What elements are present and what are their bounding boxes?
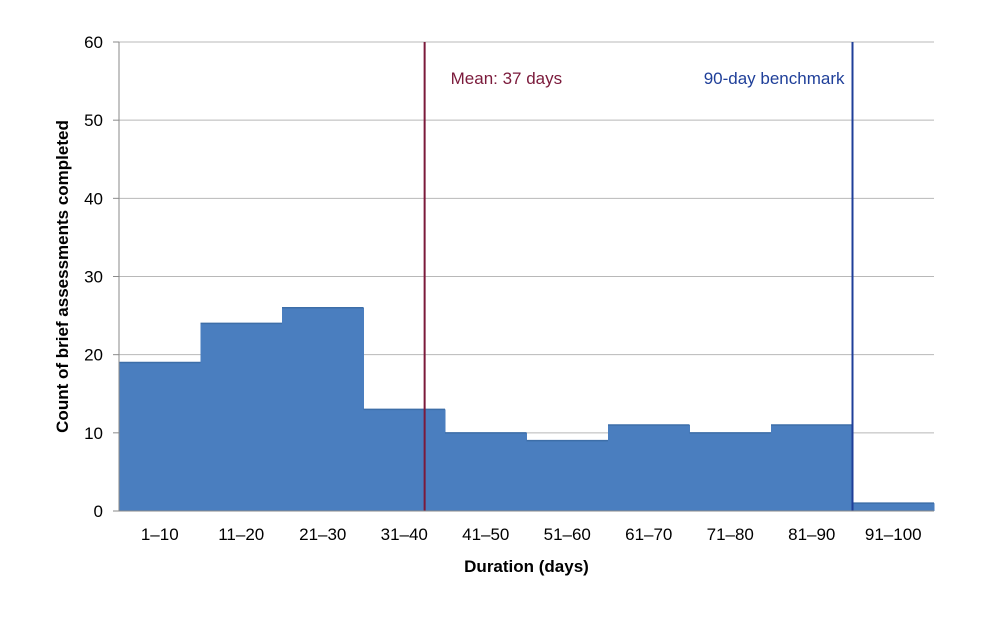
y-tick-label-30: 30 [84, 268, 103, 287]
y-tick-label-40: 40 [84, 189, 103, 208]
x-tick-label-91–100: 91–100 [865, 525, 922, 544]
bar-1–10 [119, 362, 201, 511]
benchmark-label: 90-day benchmark [704, 69, 845, 88]
bar-61–70 [608, 425, 690, 511]
bars [119, 307, 935, 511]
x-tick-label-71–80: 71–80 [707, 525, 754, 544]
x-tick-label-61–70: 61–70 [625, 525, 672, 544]
x-tick-label-1–10: 1–10 [141, 525, 179, 544]
x-tick-label-31–40: 31–40 [381, 525, 428, 544]
reference-lines: Mean: 37 days 90-day benchmark [423, 42, 854, 511]
y-tick-label-20: 20 [84, 346, 103, 365]
y-tick-label-0: 0 [94, 502, 103, 521]
x-axis-title: Duration (days) [464, 557, 589, 576]
y-tick-label-10: 10 [84, 424, 103, 443]
y-tick-labels: 0 10 20 30 40 50 60 [84, 33, 119, 521]
y-axis-title: Count of brief assessments completed [53, 120, 72, 433]
bar-91–100 [852, 503, 935, 511]
x-tick-label-41–50: 41–50 [462, 525, 509, 544]
x-tick-label-51–60: 51–60 [544, 525, 591, 544]
bar-81–90 [771, 425, 853, 511]
mean-label: Mean: 37 days [451, 69, 563, 88]
bar-71–80 [689, 432, 772, 511]
bar-21–30 [282, 307, 364, 511]
bar-41–50 [445, 432, 527, 511]
bar-31–40 [363, 409, 446, 511]
x-tick-label-11–20: 11–20 [218, 525, 264, 544]
y-tick-label-50: 50 [84, 111, 103, 130]
x-tick-label-81–90: 81–90 [788, 525, 835, 544]
y-tick-label-60: 60 [84, 33, 103, 52]
bar-11–20 [200, 323, 283, 511]
x-tick-label-21–30: 21–30 [299, 525, 346, 544]
bar-51–60 [526, 440, 609, 511]
x-tick-labels: 1–10 11–20 21–30 31–40 41–50 51–60 61–70 71–80 8… [141, 525, 922, 544]
